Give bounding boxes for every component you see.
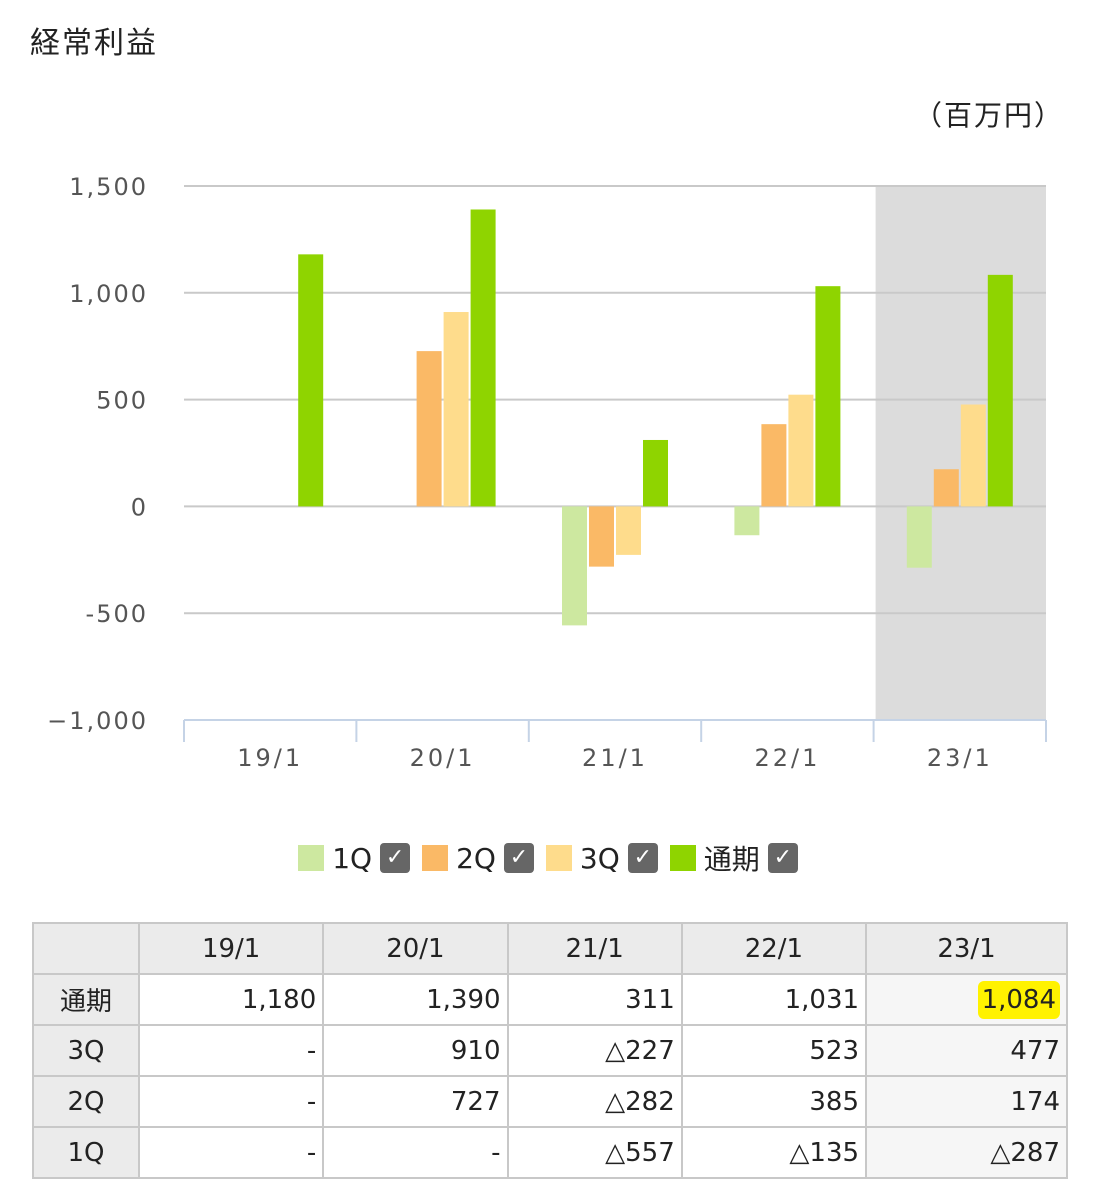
bar-3Q-23/1 [960, 404, 986, 507]
column-header [32, 922, 140, 975]
row-header: 2Q [32, 1075, 140, 1128]
table-cell: △227 [506, 1024, 683, 1077]
bar-3Q-22/1 [788, 394, 814, 507]
table-cell: - [137, 1024, 325, 1077]
bar-3Q-20/1 [443, 312, 469, 507]
bar-通期-23/1 [987, 274, 1013, 507]
column-header: 19/1 [137, 922, 325, 975]
legend-swatch [298, 845, 325, 871]
y-tick-label: 0 [131, 493, 148, 521]
table-cell: 727 [322, 1075, 509, 1128]
table-cell: 174 [865, 1075, 1068, 1128]
legend-label: 3Q [579, 841, 620, 875]
bar-通期-21/1 [643, 439, 668, 507]
bar-1Q-21/1 [562, 506, 587, 626]
x-tick-label: 22/1 [754, 744, 820, 772]
table-cell: 385 [680, 1075, 868, 1128]
table-cell: 1,390 [322, 973, 509, 1026]
legend-swatch [669, 845, 696, 871]
legend-swatch [422, 845, 449, 871]
bar-1Q-23/1 [906, 506, 932, 568]
table-cell: - [322, 1126, 509, 1179]
chart-title: 経常利益 [30, 26, 158, 61]
bar-通期-20/1 [470, 209, 496, 507]
legend: 1Q ✓ 2Q ✓ 3Q ✓ 通期 ✓ [0, 838, 1096, 878]
table-cell: 1,031 [680, 973, 868, 1026]
table-row: 1Q - - △557 △135 △287 [32, 1126, 1068, 1179]
check-icon[interactable]: ✓ [627, 843, 658, 873]
column-header: 23/1 [865, 922, 1068, 975]
table-cell: 311 [506, 973, 683, 1026]
x-tick-label: 20/1 [410, 744, 476, 772]
x-axis-labels: 19/1 20/1 21/1 22/1 23/1 [237, 744, 993, 772]
column-header: 22/1 [680, 922, 868, 975]
legend-item[interactable]: 2Q ✓ [422, 842, 534, 875]
x-tick-label: 23/1 [927, 744, 993, 772]
y-tick-label: 1,500 [69, 173, 148, 201]
x-tick-label: 21/1 [582, 744, 648, 772]
table-cell: - [137, 1126, 325, 1179]
grid-lines [184, 185, 1046, 615]
table-row: 通期 1,180 1,390 311 1,031 1,084 [32, 973, 1068, 1026]
bar-2Q-23/1 [933, 469, 959, 507]
table-row: 2Q -727 △282 385 174 [32, 1075, 1068, 1128]
row-header: 1Q [32, 1126, 140, 1179]
column-header: 21/1 [506, 922, 683, 975]
bar-3Q-21/1 [616, 506, 641, 555]
row-header: 3Q [32, 1024, 140, 1077]
table-row: 3Q -910 △227 523 477 [32, 1024, 1068, 1077]
bar-1Q-22/1 [734, 506, 760, 536]
table-cell: 477 [865, 1024, 1068, 1077]
y-axis-labels: −1,000 -500 0 500 1,000 1,500 [47, 173, 148, 735]
bar-通期-19/1 [298, 254, 324, 507]
bar-chart: −1,000 -500 0 500 1,000 1,500 19/1 20/1 21/1 22/… [47, 173, 1047, 772]
table-header-row: 19/1 20/1 21/1 22/1 23/1 [32, 922, 1068, 975]
table-cell: △287 [865, 1126, 1068, 1179]
legend-item[interactable]: 3Q ✓ [545, 841, 658, 875]
bar-2Q-22/1 [761, 424, 787, 507]
check-icon[interactable]: ✓ [503, 843, 534, 873]
bars [298, 209, 1013, 626]
bar-通期-22/1 [815, 286, 841, 507]
row-header: 通期 [32, 973, 140, 1026]
legend-item[interactable]: 通期 ✓ [669, 838, 798, 878]
y-tick-label: 1,000 [69, 280, 148, 308]
y-tick-label: −1,000 [47, 707, 148, 735]
legend-swatch [545, 845, 572, 871]
table-cell: 1,180 [137, 973, 325, 1026]
bar-2Q-21/1 [589, 506, 614, 567]
table-cell: 910 [322, 1024, 509, 1077]
x-axis [183, 719, 1047, 742]
legend-label: 通期 [703, 843, 760, 876]
check-icon[interactable]: ✓ [767, 843, 798, 873]
column-header: 20/1 [322, 922, 509, 975]
unit-label: （百万円） [913, 99, 1064, 132]
legend-label: 2Q [456, 841, 496, 875]
legend-item[interactable]: 1Q ✓ [298, 841, 411, 875]
highlighted-value: 1,084 [977, 980, 1060, 1019]
table-cell: 523 [680, 1024, 868, 1077]
y-tick-label: 500 [96, 387, 148, 415]
table-cell: - [137, 1075, 325, 1128]
legend-label: 1Q [332, 841, 373, 875]
table-cell: △557 [506, 1126, 683, 1179]
table-cell: △135 [680, 1126, 868, 1179]
bar-2Q-20/1 [416, 351, 442, 507]
x-tick-label: 19/1 [237, 744, 303, 772]
check-icon[interactable]: ✓ [380, 843, 411, 873]
table-cell: 1,084 [865, 973, 1068, 1026]
y-tick-label: -500 [86, 600, 148, 628]
table-cell: △282 [506, 1075, 683, 1128]
data-table: 19/1 20/1 21/1 22/1 23/1 通期 1,180 1,390 311 1,031… [32, 922, 1068, 1179]
